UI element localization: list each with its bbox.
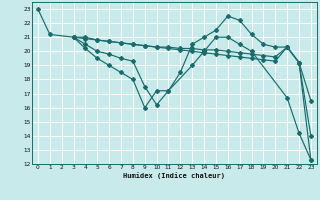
X-axis label: Humidex (Indice chaleur): Humidex (Indice chaleur)	[124, 172, 225, 179]
